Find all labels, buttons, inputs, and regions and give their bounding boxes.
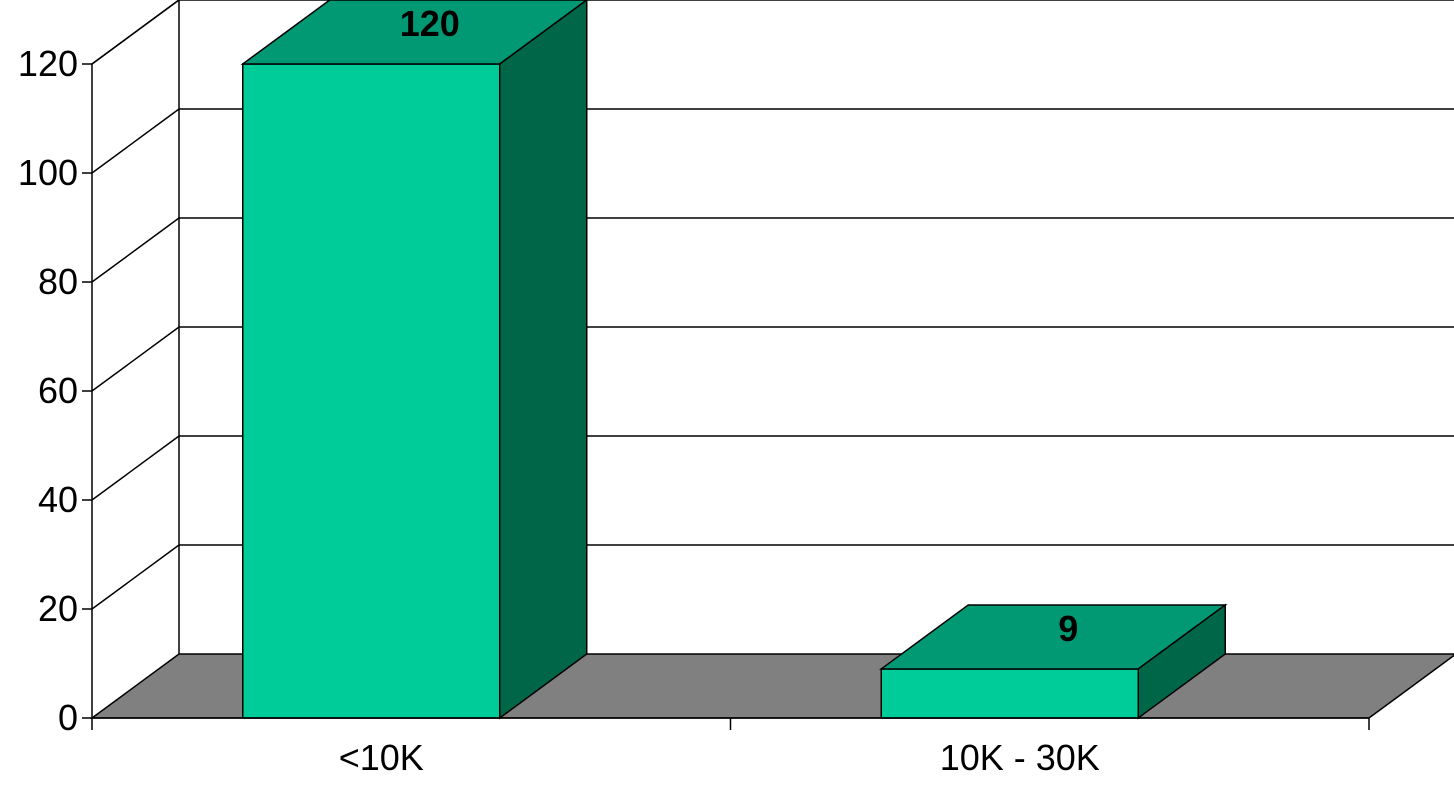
bar-top-face bbox=[240, 0, 589, 65]
y-tick-label: 40 bbox=[38, 479, 78, 520]
bar-front-face bbox=[880, 668, 1139, 719]
labels: 120 <10K 9 10K - 30K 0 20 40 60 80 100 120 bbox=[18, 3, 1100, 778]
bars bbox=[240, 0, 1228, 720]
bar-side-face bbox=[499, 0, 588, 720]
bar-front-face bbox=[242, 63, 501, 719]
y-tick-label: 120 bbox=[18, 43, 78, 84]
category-label-1: 10K - 30K bbox=[940, 737, 1100, 778]
bar-side-face bbox=[1137, 603, 1226, 720]
gridline-diagonal bbox=[91, 544, 180, 610]
category-label-0: <10K bbox=[339, 737, 424, 778]
y-tick-label: 20 bbox=[38, 588, 78, 629]
bar-1 bbox=[878, 603, 1228, 720]
y-tick-label: 0 bbox=[58, 697, 78, 738]
y-tick-label: 60 bbox=[38, 370, 78, 411]
data-label-1: 9 bbox=[1058, 608, 1078, 649]
y-tick-label: 100 bbox=[18, 152, 78, 193]
gridline-diagonal bbox=[91, 326, 180, 392]
data-label-0: 120 bbox=[400, 3, 460, 44]
gridline-diagonal bbox=[91, 435, 180, 501]
gridline-diagonal-top bbox=[91, 0, 181, 65]
gridline-diagonal bbox=[91, 108, 180, 174]
axes bbox=[82, 63, 1370, 730]
gridline-diagonal bbox=[91, 217, 180, 283]
bar-0 bbox=[240, 0, 589, 720]
y-tick-label: 80 bbox=[38, 261, 78, 302]
